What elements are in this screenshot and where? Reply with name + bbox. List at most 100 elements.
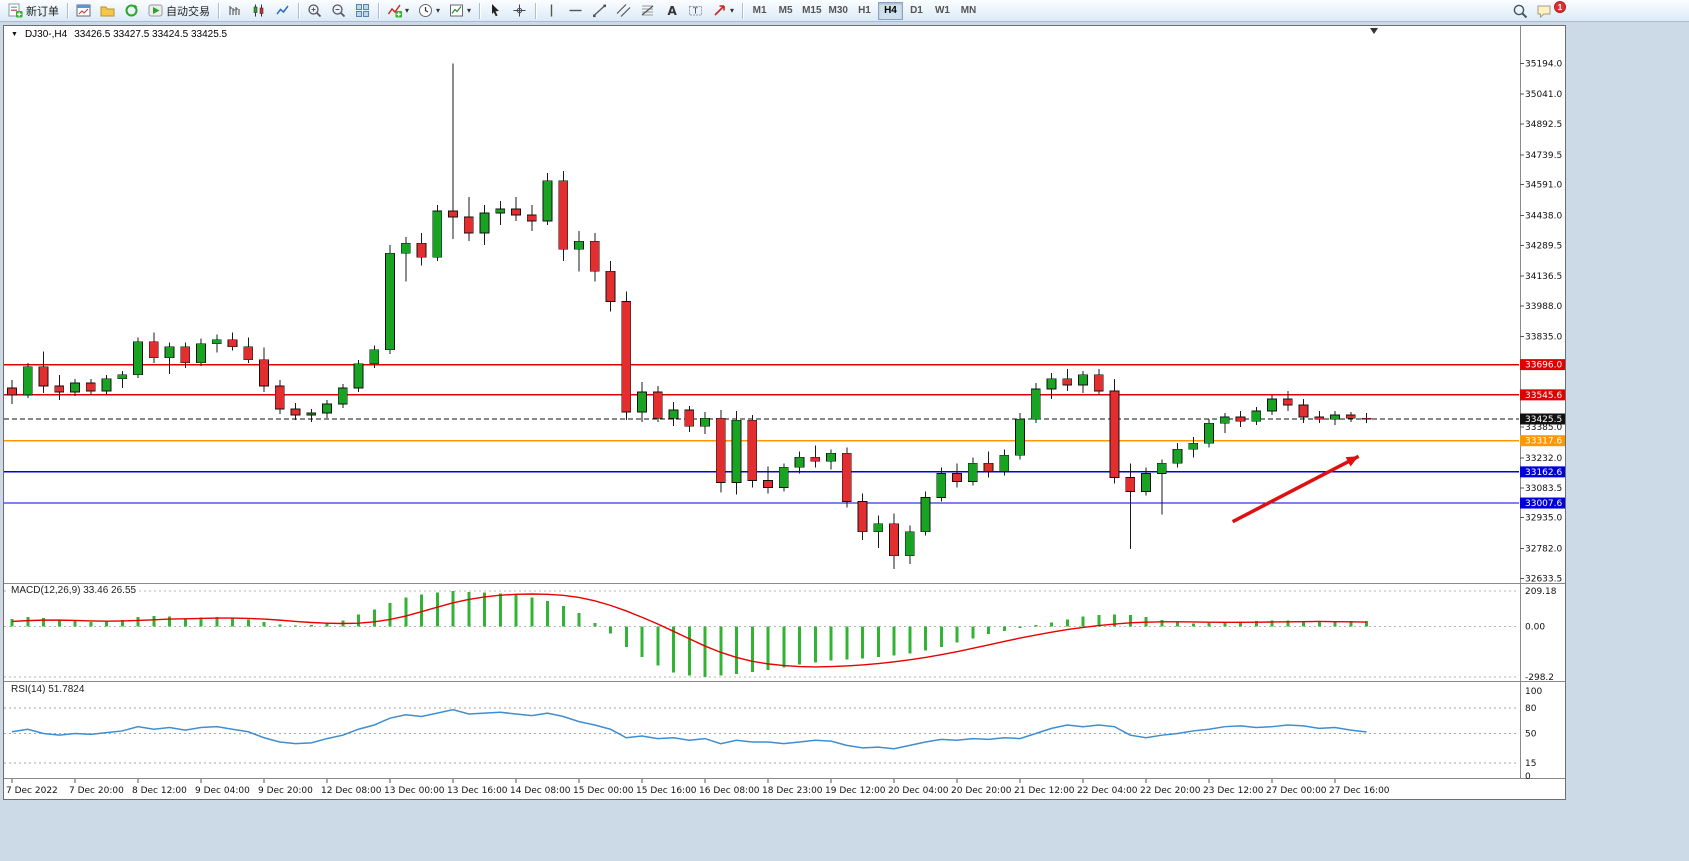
time-axis[interactable]: 7 Dec 2022 7 Dec 20:00 8 Dec 12:00 9 Dec 04… bbox=[6, 779, 1390, 796]
cursor-icon bbox=[488, 3, 503, 18]
horizontal-line-button[interactable] bbox=[564, 1, 587, 21]
vertical-line-button[interactable] bbox=[540, 1, 563, 21]
svg-text:34591.0: 34591.0 bbox=[1525, 181, 1562, 191]
svg-text:20 Dec 20:00: 20 Dec 20:00 bbox=[951, 786, 1012, 796]
fibonacci-button[interactable] bbox=[636, 1, 659, 21]
toolbar-separator bbox=[479, 2, 481, 19]
messages-icon bbox=[1536, 3, 1553, 19]
cursor-button[interactable] bbox=[484, 1, 507, 21]
candlestick-chart-button[interactable] bbox=[247, 1, 270, 21]
indicators-button[interactable]: ▾ bbox=[383, 1, 413, 21]
chart-canvas[interactable]: 35194.0 35041.0 34892.5 34739.5 34591.0 34438… bbox=[4, 26, 1566, 800]
chevron-down-icon: ▾ bbox=[730, 5, 735, 15]
periods-icon bbox=[418, 3, 433, 18]
templates-button[interactable]: ▾ bbox=[445, 1, 475, 21]
text-button[interactable]: A bbox=[660, 1, 683, 21]
svg-text:33696.0: 33696.0 bbox=[1525, 361, 1562, 371]
zoom-out-button[interactable] bbox=[327, 1, 350, 21]
refresh-icon bbox=[124, 3, 139, 18]
timeframe-d1[interactable]: D1 bbox=[904, 2, 929, 20]
panel-separators[interactable] bbox=[4, 26, 1566, 779]
timeframe-h1[interactable]: H1 bbox=[852, 2, 877, 20]
svg-text:13 Dec 00:00: 13 Dec 00:00 bbox=[384, 786, 445, 796]
toolbar-separator bbox=[742, 2, 744, 19]
svg-text:80: 80 bbox=[1525, 704, 1537, 714]
trend-arrow-annotation[interactable] bbox=[1231, 454, 1360, 524]
price-level-label bbox=[1520, 359, 1565, 371]
svg-text:15 Dec 00:00: 15 Dec 00:00 bbox=[573, 786, 634, 796]
crosshair-button[interactable] bbox=[508, 1, 531, 21]
templates-icon bbox=[449, 3, 464, 18]
timeframe-toolbar: M1 M5 M15 M30 H1 H4 D1 W1 MN bbox=[747, 1, 981, 20]
new-chart-button[interactable] bbox=[72, 1, 95, 21]
text-icon: A bbox=[664, 3, 679, 18]
chart-header: ▼ DJ30-,H4 33426.5 33427.5 33424.5 33425… bbox=[9, 29, 230, 40]
arrows-button[interactable]: ▾ bbox=[708, 1, 738, 21]
chart-window[interactable]: 35194.0 35041.0 34892.5 34739.5 34591.0 34438… bbox=[3, 25, 1566, 800]
toolbar-right-group: 1 bbox=[1508, 1, 1566, 21]
messages-button[interactable] bbox=[1532, 1, 1557, 21]
svg-text:35194.0: 35194.0 bbox=[1525, 59, 1562, 69]
tile-windows-icon bbox=[355, 3, 370, 18]
price-axis[interactable]: 35194.0 35041.0 34892.5 34739.5 34591.0 34438… bbox=[1520, 59, 1566, 782]
price-level-label bbox=[1520, 466, 1565, 478]
search-button[interactable] bbox=[1508, 1, 1532, 21]
chevron-down-icon: ▾ bbox=[467, 5, 472, 15]
svg-text:35041.0: 35041.0 bbox=[1525, 90, 1562, 100]
svg-text:33425.5: 33425.5 bbox=[1525, 415, 1562, 425]
new-chart-icon bbox=[76, 3, 91, 18]
timeframe-m15[interactable]: M15 bbox=[799, 2, 824, 20]
macd-histogram bbox=[10, 591, 1368, 678]
timeframe-m1[interactable]: M1 bbox=[747, 2, 772, 20]
svg-text:18 Dec 23:00: 18 Dec 23:00 bbox=[762, 786, 823, 796]
line-chart-button[interactable] bbox=[271, 1, 294, 21]
svg-text:33007.6: 33007.6 bbox=[1525, 499, 1562, 509]
equidistant-channel-icon bbox=[616, 3, 631, 18]
timeframe-m5[interactable]: M5 bbox=[773, 2, 798, 20]
symbol-period: DJ30-,H4 bbox=[24, 29, 68, 40]
autotrading-button[interactable]: 自动交易 bbox=[144, 1, 214, 21]
svg-text:T: T bbox=[692, 7, 698, 16]
svg-text:33232.0: 33232.0 bbox=[1525, 454, 1562, 464]
autotrading-icon bbox=[148, 3, 163, 18]
line-chart-icon bbox=[275, 3, 290, 18]
collapse-icon[interactable]: ▼ bbox=[11, 31, 18, 38]
timeframe-mn[interactable]: MN bbox=[956, 2, 981, 20]
notification-badge[interactable]: 1 bbox=[1554, 1, 1566, 13]
chart-shift-marker[interactable] bbox=[1370, 28, 1378, 34]
svg-text:7 Dec 20:00: 7 Dec 20:00 bbox=[69, 786, 124, 796]
indicators-icon bbox=[387, 3, 402, 18]
horizontal-level-lines[interactable] bbox=[4, 363, 1519, 504]
workspace: 35194.0 35041.0 34892.5 34739.5 34591.0 34438… bbox=[0, 22, 1689, 861]
svg-text:32782.0: 32782.0 bbox=[1525, 544, 1562, 554]
zoom-in-button[interactable] bbox=[303, 1, 326, 21]
svg-text:9 Dec 20:00: 9 Dec 20:00 bbox=[258, 786, 313, 796]
bar-chart-button[interactable] bbox=[223, 1, 246, 21]
refresh-button[interactable] bbox=[120, 1, 143, 21]
trendline-button[interactable] bbox=[588, 1, 611, 21]
profiles-button[interactable] bbox=[96, 1, 119, 21]
new-order-button[interactable]: 新订单 bbox=[4, 1, 63, 21]
new-order-label: 新订单 bbox=[26, 5, 59, 18]
toolbar-separator bbox=[218, 2, 219, 19]
svg-text:7 Dec 2022: 7 Dec 2022 bbox=[6, 786, 58, 796]
macd-label: MACD(12,26,9) 33.46 26.55 bbox=[9, 585, 139, 596]
svg-text:13 Dec 16:00: 13 Dec 16:00 bbox=[447, 786, 508, 796]
svg-text:209.18: 209.18 bbox=[1525, 587, 1557, 597]
tile-windows-button[interactable] bbox=[351, 1, 374, 21]
svg-text:9 Dec 04:00: 9 Dec 04:00 bbox=[195, 786, 250, 796]
text-label-button[interactable]: T bbox=[684, 1, 707, 21]
timeframe-h4[interactable]: H4 bbox=[877, 1, 903, 20]
timeframe-m30[interactable]: M30 bbox=[826, 2, 851, 20]
svg-text:32935.0: 32935.0 bbox=[1525, 514, 1562, 524]
arrows-icon bbox=[712, 3, 727, 18]
chart-plot-area[interactable] bbox=[4, 26, 1519, 778]
periods-button[interactable]: ▾ bbox=[414, 1, 444, 21]
timeframe-w1[interactable]: W1 bbox=[930, 2, 955, 20]
zoom-out-icon bbox=[331, 3, 346, 18]
equidistant-channel-button[interactable] bbox=[612, 1, 635, 21]
macd-label-text: MACD(12,26,9) 33.46 26.55 bbox=[11, 585, 137, 596]
svg-text:0.00: 0.00 bbox=[1525, 623, 1545, 633]
bar-chart-icon bbox=[227, 3, 242, 18]
svg-text:22 Dec 20:00: 22 Dec 20:00 bbox=[1140, 786, 1201, 796]
